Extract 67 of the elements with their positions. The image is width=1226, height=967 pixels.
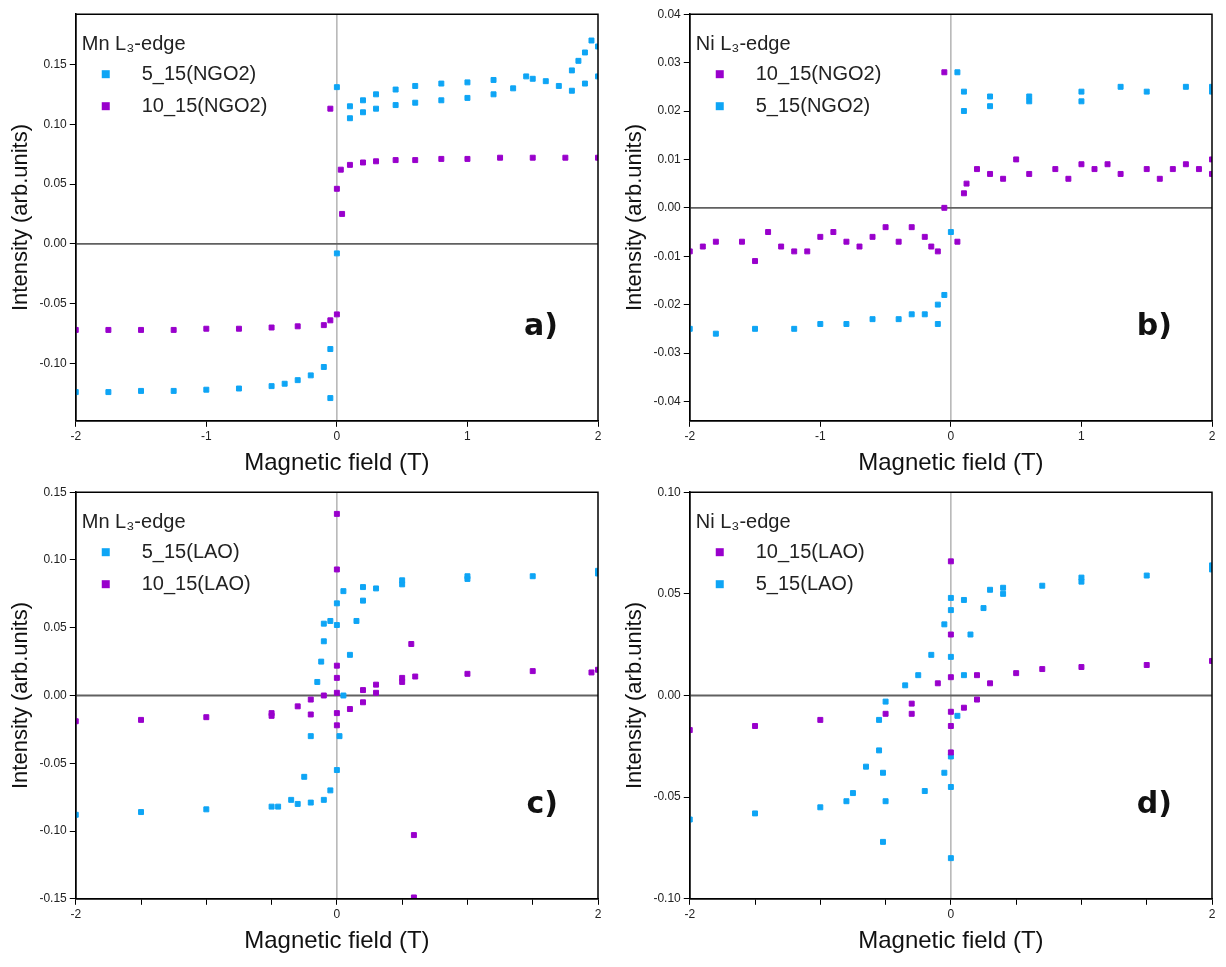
legend-label: 5_15(NGO2) [141,61,257,85]
y-tick-label: -0.03 [653,345,682,360]
x-tick-label: 1 [464,429,472,444]
y-tick-label: -0.10 [39,355,68,370]
x-tick-label: 2 [1208,429,1216,444]
y-tick-label: 0.00 [657,687,682,702]
x-tick-label: -2 [70,907,82,922]
x-tick-label: 2 [1208,907,1216,922]
legend-title: Ni L₃-edge [695,509,791,532]
annotation: c) [526,785,558,821]
legend-title: Ni L₃-edge [695,31,791,54]
annotation: a) [524,307,558,343]
x-tick-label: -2 [684,907,696,922]
y-tick-label: -0.10 [653,891,682,906]
legend-label: 5_15(LAO) [755,571,854,595]
legend-label: 10_15(LAO) [141,571,251,595]
y-tick-label: 0.03 [657,54,682,69]
x-tick-label: 0 [333,907,341,922]
y-tick-label: -0.05 [39,755,68,770]
y-tick-label: 0.04 [657,6,682,21]
y-tick-label: 0.01 [657,151,682,166]
y-axis-title: Intensity (arb.units) [7,123,33,312]
y-tick-label: 0.05 [43,176,68,191]
legend-label: 5_15(NGO2) [755,93,871,117]
x-axis-title: Magnetic field (T) [858,448,1044,476]
y-tick-label: 0.00 [657,200,682,215]
y-axis-title: Intensity (arb.units) [621,123,647,312]
x-tick-label: 1 [1078,429,1086,444]
y-tick-label: -0.05 [39,295,68,310]
y-tick-label: -0.05 [653,789,682,804]
y-tick-label: -0.01 [653,248,682,263]
annotation: b) [1136,307,1172,343]
legend-label: 10_15(LAO) [755,539,865,563]
annotation: d) [1136,785,1172,821]
y-tick-label: -0.02 [653,296,682,311]
x-tick-label: -2 [684,429,696,444]
x-tick-label: 0 [947,429,955,444]
y-tick-label: 0.00 [43,236,68,251]
y-tick-label: -0.04 [653,393,682,408]
y-tick-label: 0.05 [43,620,68,635]
y-tick-label: 0.15 [43,484,68,499]
x-tick-label: 0 [947,907,955,922]
legend-title: Mn L₃-edge [81,509,186,532]
legend-label: 10_15(NGO2) [755,61,882,85]
y-axis-title: Intensity (arb.units) [621,601,647,790]
y-tick-label: 0.05 [657,586,682,601]
y-tick-label: 0.00 [43,687,68,702]
x-tick-label: 2 [594,907,602,922]
y-tick-label: -0.10 [39,823,68,838]
x-axis-title: Magnetic field (T) [858,926,1044,954]
x-tick-label: 2 [594,429,602,444]
legend-label: 5_15(LAO) [141,539,240,563]
y-tick-label: 0.15 [43,56,68,71]
x-tick-label: 0 [333,429,341,444]
x-axis-title: Magnetic field (T) [244,926,430,954]
y-tick-label: -0.15 [39,891,68,906]
x-tick-label: -1 [200,429,212,444]
x-axis-title: Magnetic field (T) [244,448,430,476]
x-tick-label: -2 [70,429,82,444]
y-tick-label: 0.10 [657,484,682,499]
y-tick-label: 0.10 [43,116,68,131]
y-tick-label: 0.10 [43,552,68,567]
legend-label: 10_15(NGO2) [141,93,268,117]
legend-title: Mn L₃-edge [81,31,186,54]
y-tick-label: 0.02 [657,103,682,118]
y-axis-title: Intensity (arb.units) [7,601,33,790]
x-tick-label: -1 [814,429,826,444]
